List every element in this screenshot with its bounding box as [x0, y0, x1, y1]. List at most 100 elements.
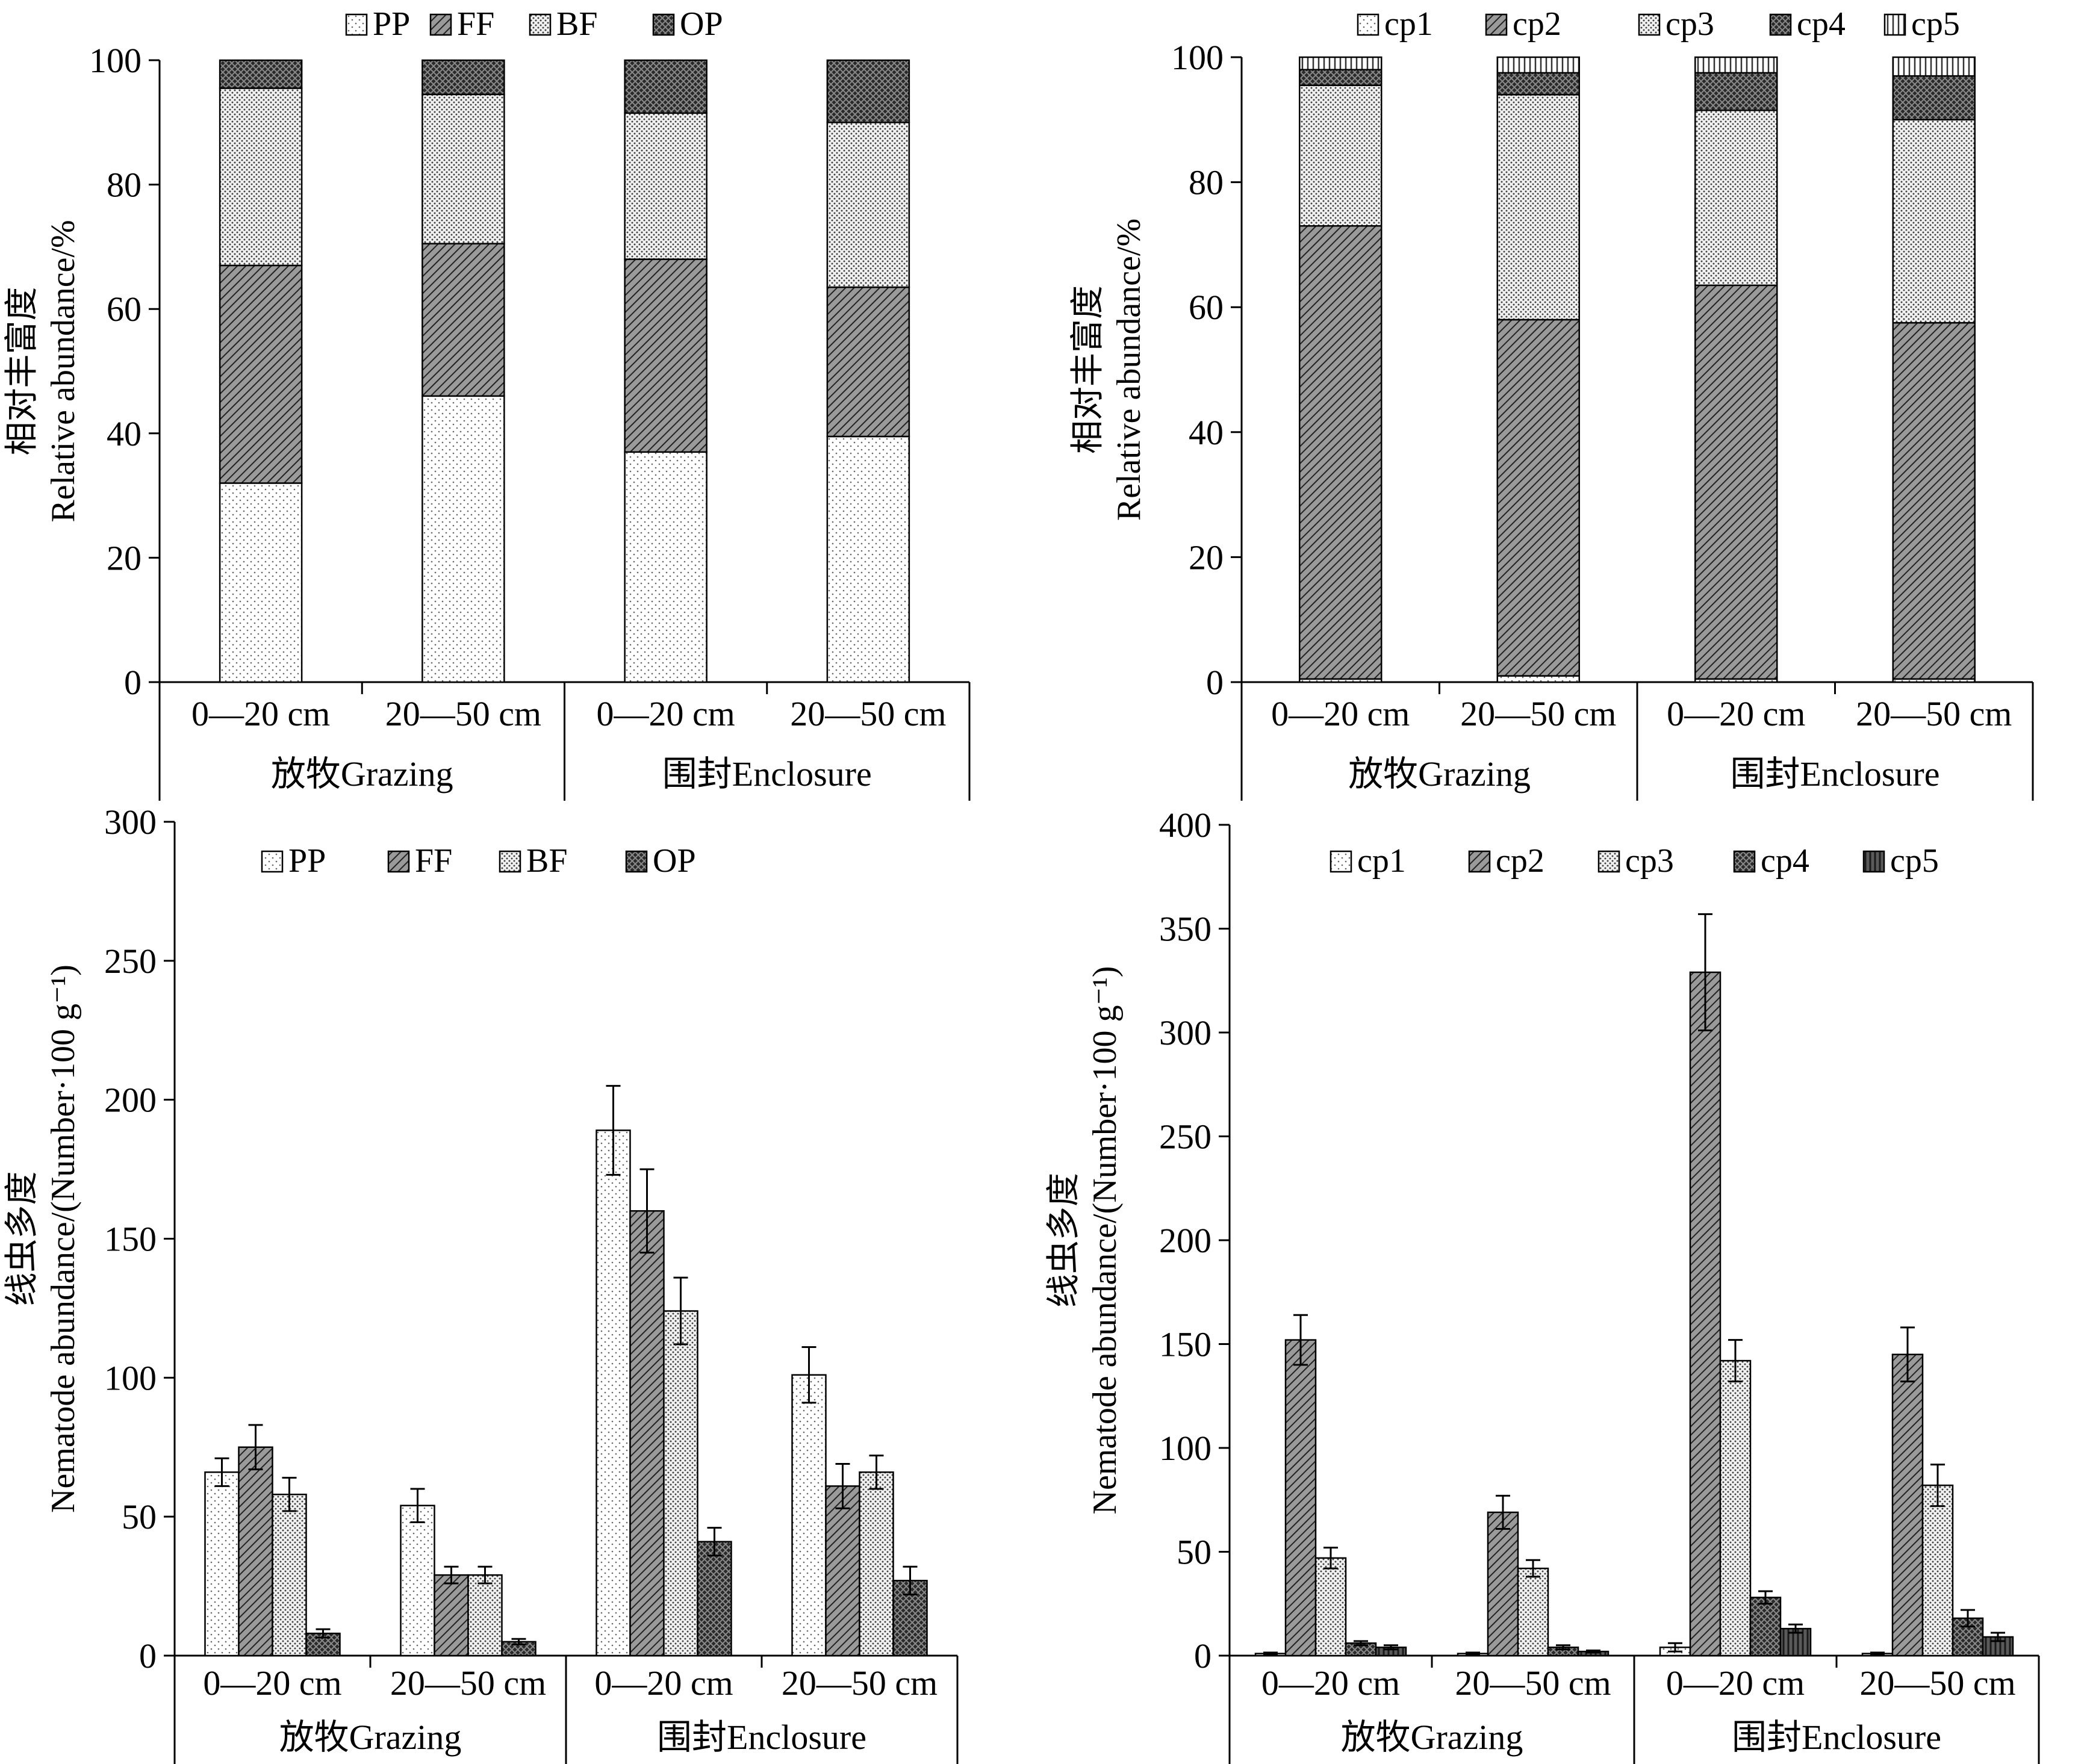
- bar-cp5: [1496, 56, 1580, 74]
- x-tick-label: 0—20 cm: [1667, 694, 1805, 733]
- legend-label-cp3: cp3: [1666, 5, 1714, 43]
- bar-pp: [421, 395, 505, 683]
- x-tick-label: 20—50 cm: [390, 1663, 546, 1703]
- y-tick-label: 250: [1159, 1117, 1211, 1157]
- bar-cp4: [1892, 75, 1976, 121]
- legend-label-cp4: cp4: [1797, 5, 1846, 43]
- legend-swatch-cp3: [1638, 13, 1661, 36]
- x-tick-label: 20—50 cm: [790, 694, 946, 733]
- bar-cp2: [1694, 284, 1778, 680]
- y-tick-label: 50: [1177, 1533, 1211, 1572]
- legend-label-cp5: cp5: [1890, 842, 1939, 880]
- x-tick-label: 0—20 cm: [191, 694, 330, 733]
- y-tick-label: 100: [1159, 1429, 1211, 1468]
- y-axis-title-en: Relative abundance/%: [1110, 219, 1148, 521]
- bar-cp2: [1299, 225, 1383, 680]
- legend-swatch-cp4: [1733, 850, 1756, 873]
- panel-bottom-right: 0 50 100 150 200 250 300 350 400 线虫多度 Nematode abu…: [1045, 806, 2040, 1764]
- y-tick-label: 0: [139, 1636, 157, 1675]
- bar-ff: [219, 264, 303, 484]
- legend-label-ff: FF: [415, 842, 452, 880]
- legend-label-cp4: cp4: [1761, 842, 1809, 880]
- y-tick-label: 150: [104, 1220, 157, 1259]
- y-tick-label: 60: [107, 290, 142, 329]
- group-label: 围封Enclosure: [662, 754, 872, 793]
- x-tick-label: 20—50 cm: [1460, 694, 1616, 733]
- y-tick-label: 100: [1171, 38, 1224, 77]
- legend-swatch-bf: [499, 850, 521, 873]
- y-tick-label: 100: [89, 41, 142, 80]
- bar-cp2: [1892, 321, 1976, 680]
- legend-swatch-cp5: [1883, 13, 1906, 36]
- legend-label-cp2: cp2: [1496, 842, 1544, 880]
- bar-cp3: [1921, 1484, 1954, 1657]
- y-tick-label: 200: [1159, 1221, 1211, 1260]
- legend-label-cp5: cp5: [1911, 5, 1960, 43]
- y-axis-title-en: Relative abundance/%: [45, 220, 82, 522]
- bar-ff: [825, 1485, 860, 1657]
- y-tick-label: 40: [1189, 413, 1224, 452]
- panel-bottom-left: 0 50 100 150 200 250 300 线虫多度 Nematode abundance…: [4, 803, 959, 1764]
- legend-label-pp: PP: [373, 5, 410, 43]
- bar-cp4: [1496, 72, 1580, 96]
- y-tick-label: 50: [122, 1497, 157, 1536]
- y-tick-label: 0: [1194, 1636, 1211, 1675]
- bar-pp: [400, 1505, 435, 1657]
- x-tick-label: 0—20 cm: [594, 1663, 733, 1703]
- legend-label-cp2: cp2: [1513, 5, 1561, 43]
- legend-label-cp1: cp1: [1384, 5, 1433, 43]
- x-tick-label: 0—20 cm: [203, 1663, 341, 1703]
- group-label: 围封Enclosure: [657, 1718, 866, 1757]
- legend-swatch-cp1: [1357, 13, 1379, 36]
- legend-swatch-pp: [261, 850, 284, 873]
- x-tick-label: 20—50 cm: [1859, 1663, 2015, 1703]
- bar-cp3: [1314, 1557, 1347, 1657]
- y-tick-label: 300: [104, 803, 157, 842]
- x-tick-label: 0—20 cm: [596, 694, 735, 733]
- legend-label-bf: BF: [556, 5, 598, 43]
- bar-bf: [272, 1493, 307, 1657]
- bar-pp: [624, 451, 708, 683]
- bar-cp3: [1517, 1567, 1549, 1657]
- legend-swatch-op: [652, 13, 675, 36]
- y-axis-title-en: Nematode abundance/(Number·100 g⁻¹): [45, 964, 82, 1513]
- bar-bf: [421, 93, 505, 244]
- legend-swatch-op: [625, 850, 648, 873]
- group-label: 放牧Grazing: [271, 754, 453, 793]
- legend-swatch-cp1: [1330, 850, 1352, 873]
- bar-bf: [624, 112, 708, 260]
- y-tick-label: 80: [1189, 163, 1224, 202]
- y-axis-title-en: Nematode abundance/(Number·100 g⁻¹): [1086, 966, 1124, 1515]
- bar-op: [697, 1541, 732, 1657]
- y-tick-label: 40: [107, 414, 142, 453]
- bar-cp3: [1892, 119, 1976, 324]
- legend-label-op: OP: [680, 5, 723, 43]
- legend-label-cp1: cp1: [1357, 842, 1406, 880]
- bar-bf: [219, 87, 303, 267]
- y-axis-title-cn: 相对丰富度: [1069, 285, 1107, 454]
- legend-swatch-cp5: [1862, 850, 1885, 873]
- y-tick-label: 150: [1159, 1325, 1211, 1364]
- bar-op: [826, 59, 910, 123]
- bar-cp3: [1719, 1359, 1752, 1657]
- legend-swatch-cp2: [1485, 13, 1508, 36]
- bar-cp4: [1299, 69, 1383, 86]
- bar-op: [219, 59, 303, 89]
- bar-cp1: [1496, 675, 1580, 683]
- y-axis-title-cn: 相对丰富度: [4, 287, 41, 456]
- group-label: 围封Enclosure: [1732, 1718, 1941, 1757]
- panel-top-left: 0 20 40 60 80 100 相对丰富度 Relative abundance/% 0—2…: [4, 5, 971, 801]
- bar-ff: [434, 1574, 469, 1657]
- y-tick-label: 400: [1159, 806, 1211, 845]
- x-tick-label: 20—50 cm: [782, 1663, 938, 1703]
- legend-swatch-cp3: [1597, 850, 1620, 873]
- legend-label-cp3: cp3: [1625, 842, 1674, 880]
- group-label: 放牧Grazing: [1341, 1718, 1523, 1757]
- legend-label-ff: FF: [457, 5, 494, 43]
- group-label: 围封Enclosure: [1731, 754, 1940, 793]
- bar-bf: [826, 122, 910, 288]
- bar-cp2: [1689, 971, 1722, 1657]
- bar-ff: [624, 258, 708, 453]
- bar-cp5: [1892, 56, 1976, 77]
